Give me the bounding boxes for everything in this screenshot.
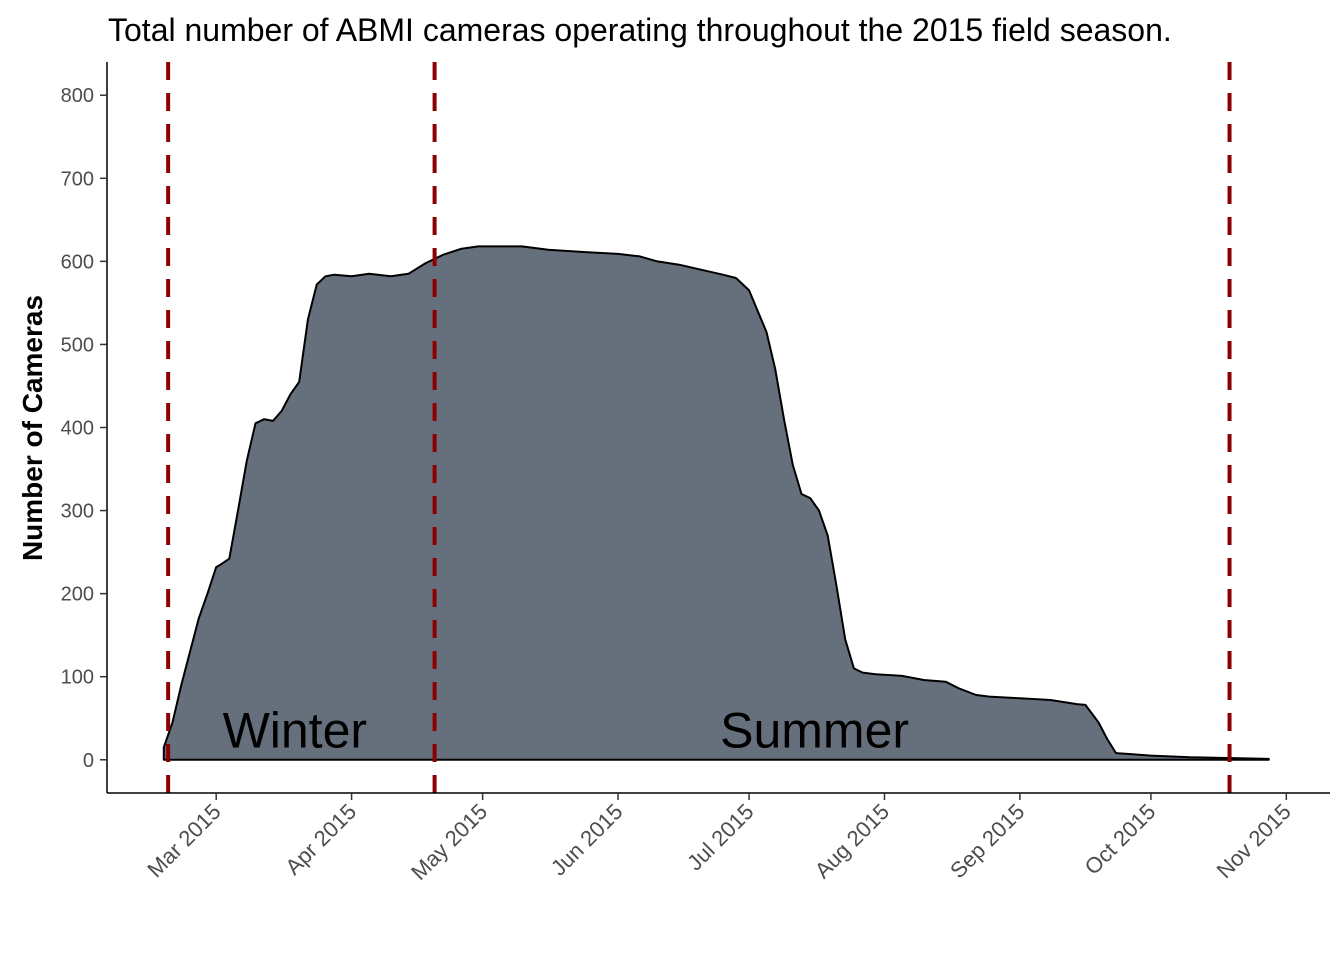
x-tick-label: Mar 2015: [142, 799, 225, 882]
x-tick-label: May 2015: [406, 799, 492, 885]
x-tick-label: Jul 2015: [682, 799, 759, 876]
x-tick-label: Aug 2015: [810, 799, 894, 883]
y-tick-label: 200: [61, 584, 94, 606]
y-tick-label: 100: [61, 667, 94, 689]
y-tick-label: 300: [61, 501, 94, 523]
y-tick-label: 700: [61, 168, 94, 190]
y-axis-label: Number of Cameras: [17, 295, 48, 561]
camera-count-area: [162, 245, 1270, 761]
x-tick-label: Jun 2015: [546, 799, 628, 881]
x-tick-label: Sep 2015: [945, 799, 1029, 883]
x-tick-label: Apr 2015: [280, 799, 361, 880]
y-tick-label: 400: [61, 418, 94, 440]
chart-title: Total number of ABMI cameras operating t…: [108, 12, 1172, 48]
y-tick-label: 600: [61, 251, 94, 273]
y-tick-label: 800: [61, 85, 94, 107]
y-tick-label: 500: [61, 334, 94, 356]
season-label-winter: Winter: [223, 703, 367, 759]
y-tick-label: 0: [83, 750, 94, 772]
x-tick-label: Oct 2015: [1080, 799, 1161, 880]
season-label-summer: Summer: [720, 703, 909, 759]
x-tick-label: Nov 2015: [1212, 799, 1296, 883]
